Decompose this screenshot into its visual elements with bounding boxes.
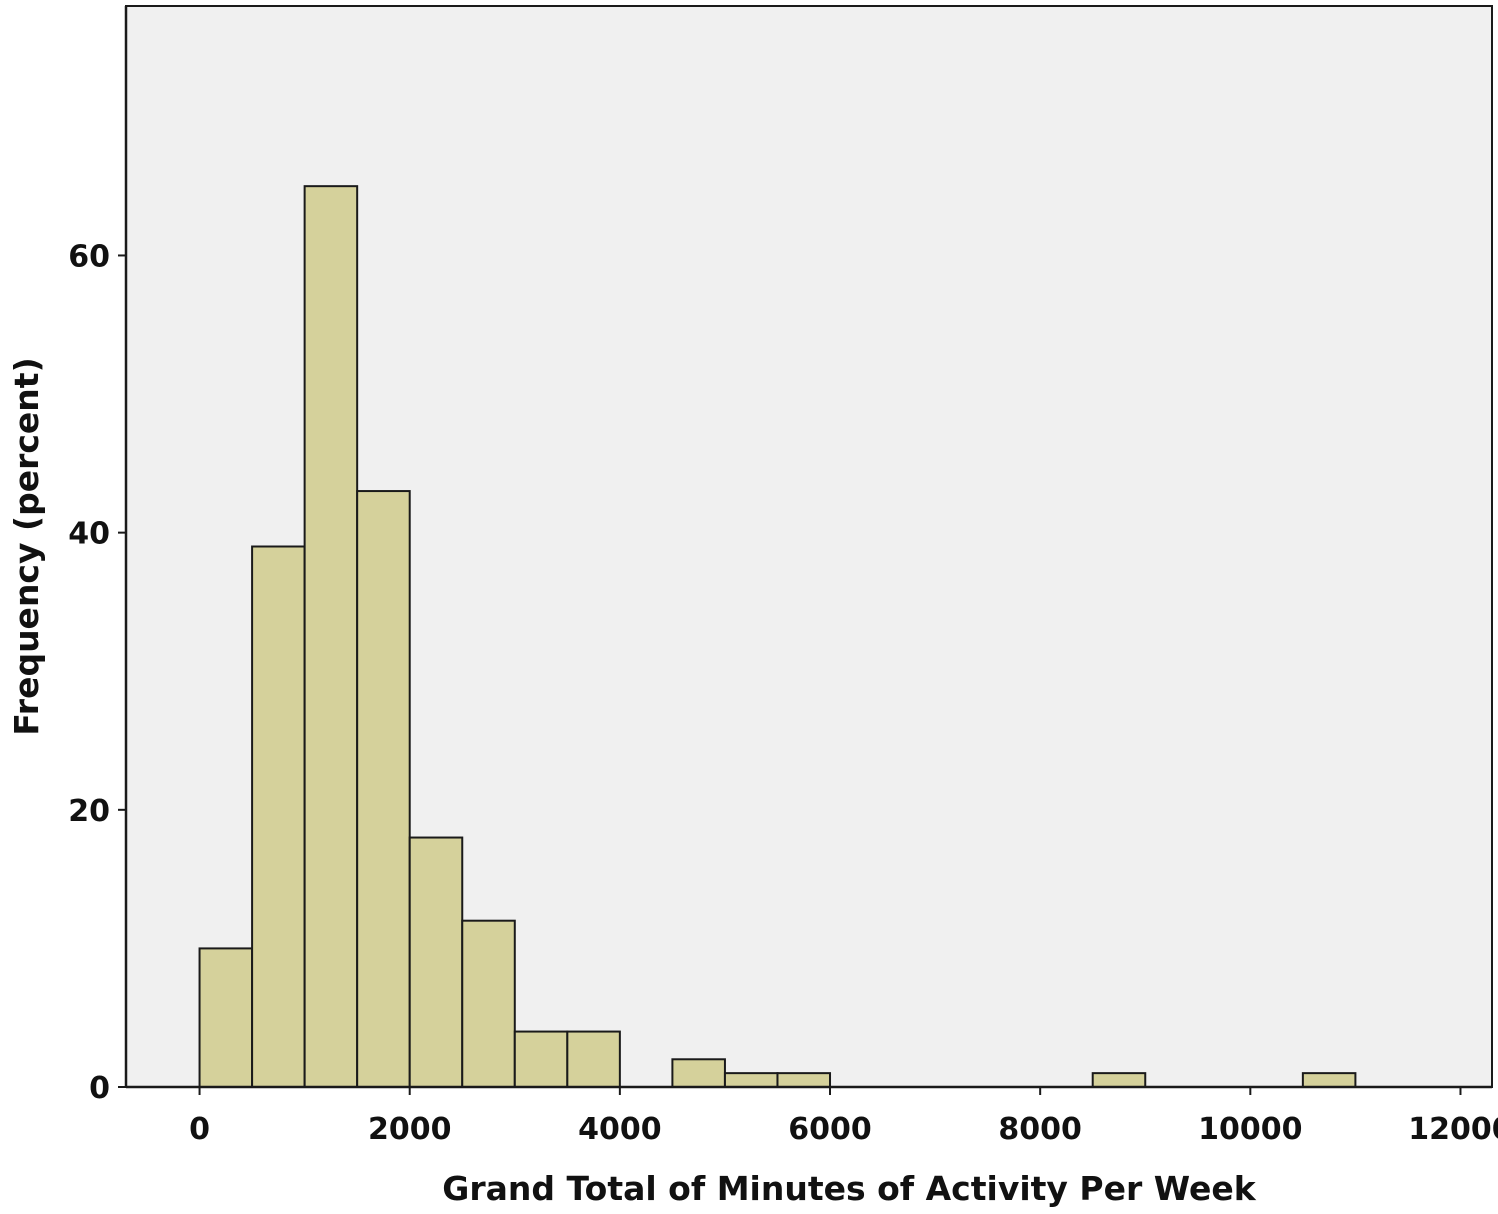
histogram-bar-5500-6000 [776,1072,832,1088]
y-axis-label: Frequency (percent) [7,357,46,735]
histogram-bar-1000-1500 [303,185,359,1088]
x-axis-label: Grand Total of Minutes of Activity Per W… [442,1169,1256,1208]
histogram-bar-4500-5000 [671,1058,726,1089]
y-tick-label: 0 [89,1071,110,1106]
histogram-bar-5000-5500 [723,1072,779,1088]
histogram-bar-500-1000 [251,545,306,1088]
y-axis: 0 20 40 60 [68,6,128,1106]
x-tick-label: 10000 [1198,1112,1302,1147]
x-tick-label: 4000 [578,1112,662,1147]
histogram-bar-10500-11000 [1301,1072,1357,1088]
x-tick-label: 6000 [788,1112,872,1147]
x-tick-label: 0 [189,1112,210,1147]
histogram-bar-3500-4000 [566,1030,621,1088]
histogram-bar-2000-2500 [408,836,464,1088]
bars-group [198,185,1357,1089]
y-tick-label: 60 [68,239,110,274]
y-tick-label: 40 [68,517,110,552]
histogram-bar-2500-3000 [461,919,516,1089]
histogram-bar-3000-3500 [513,1030,569,1088]
histogram-bar-0-500 [198,947,254,1089]
x-tick-label: 2000 [368,1112,452,1147]
histogram-bar-8500-9000 [1091,1072,1147,1088]
y-tick-label: 20 [68,794,110,829]
x-tick-label: 8000 [998,1112,1082,1147]
histogram-bar-1500-2000 [356,490,411,1089]
